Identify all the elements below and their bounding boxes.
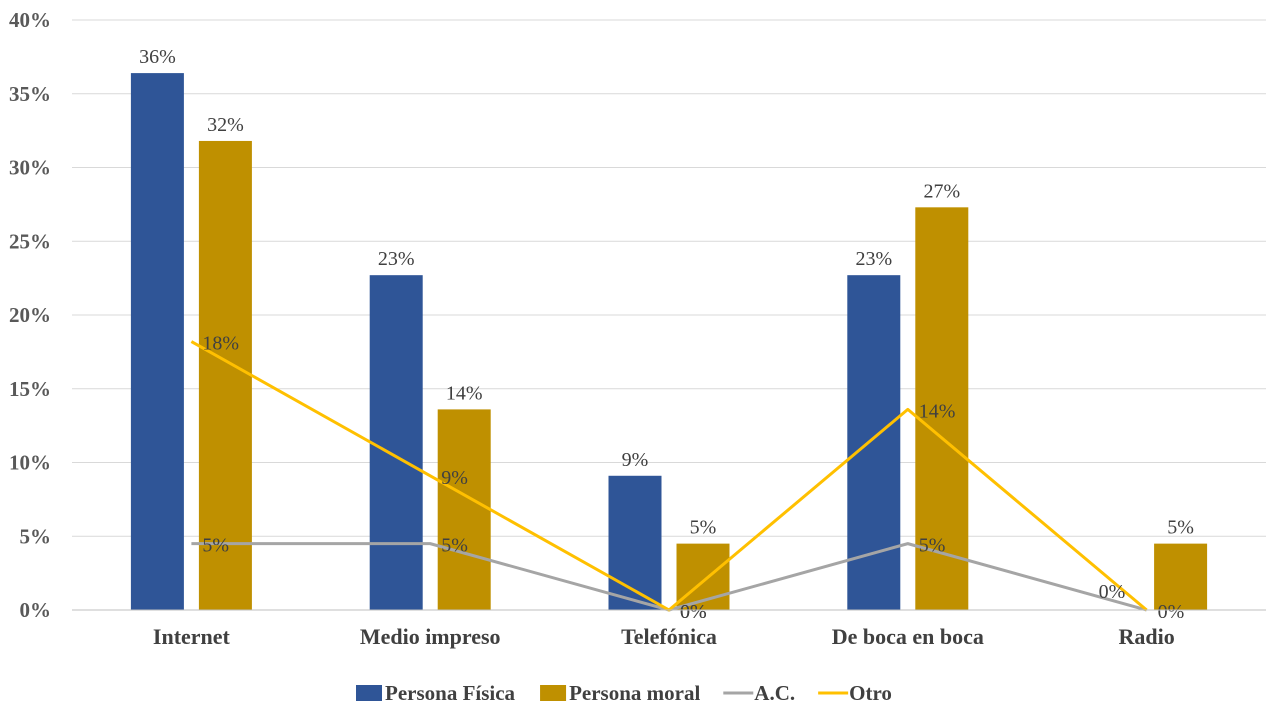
x-tick-label: Medio impreso — [360, 624, 501, 649]
bar — [437, 409, 491, 610]
x-tick-label: De boca en boca — [832, 624, 984, 649]
legend-label: Persona Física — [385, 681, 516, 705]
y-tick-label: 5% — [20, 524, 52, 548]
bar-data-label: 23% — [378, 248, 415, 270]
line-data-label: 5% — [441, 535, 468, 557]
bars — [130, 73, 1208, 611]
bar-data-label: 27% — [923, 180, 960, 202]
bar-data-label: 9% — [622, 449, 649, 471]
bar — [369, 275, 423, 610]
line-data-label: 18% — [202, 333, 239, 355]
y-tick-label: 10% — [9, 451, 51, 475]
line-data-label: 5% — [202, 535, 229, 557]
lines — [190, 340, 1148, 612]
y-tick-label: 15% — [9, 377, 51, 401]
legend-label: Otro — [849, 681, 892, 705]
bar-data-label: 5% — [1167, 517, 1194, 539]
bar — [198, 140, 252, 610]
line-data-label: 5% — [919, 535, 946, 557]
line-data-label: 9% — [441, 467, 468, 489]
y-axis: 0% 5% 10% 15% 20% 25% 30% 35% 40% — [9, 8, 51, 622]
line-data-label: 0% — [680, 601, 707, 623]
bar — [130, 73, 184, 611]
y-tick-label: 40% — [9, 8, 51, 32]
y-tick-label: 35% — [9, 82, 51, 106]
line-data-label: 14% — [919, 400, 956, 422]
x-axis: Internet Medio impreso Telefónica De boca e… — [72, 609, 1266, 649]
line-series-a-c- — [191, 542, 1148, 612]
line-data-label: 0% — [680, 601, 707, 623]
gridlines — [72, 19, 1266, 611]
bar — [1154, 543, 1208, 610]
legend-label: A.C. — [754, 681, 795, 705]
data-labels: 36% 23% 9% 23% 32% 14% 5% 27% 5% 5% 5% 0% 5% 0% 18% 9% 0… — [139, 46, 1194, 623]
bar-data-label: 32% — [207, 114, 244, 136]
y-tick-label: 0% — [20, 598, 52, 622]
bar-data-label: 23% — [855, 248, 892, 270]
bar — [676, 543, 730, 610]
legend-swatch — [356, 685, 382, 701]
y-tick-label: 30% — [9, 156, 51, 180]
y-tick-label: 25% — [9, 229, 51, 253]
line-data-label: 0% — [1099, 581, 1126, 603]
bar-data-label: 5% — [690, 517, 717, 539]
bar — [608, 475, 662, 610]
x-tick-label: Telefónica — [621, 624, 717, 649]
legend-label: Persona moral — [569, 681, 700, 705]
legend: Persona Física Persona moral A.C. Otro — [356, 681, 892, 705]
x-tick-label: Radio — [1118, 624, 1174, 649]
bar — [915, 207, 969, 610]
legend-swatch — [540, 685, 567, 701]
y-tick-label: 20% — [9, 303, 51, 327]
bar-data-label: 14% — [446, 382, 483, 404]
bar-data-label: 36% — [139, 46, 176, 68]
line-data-label: 0% — [1158, 601, 1185, 623]
x-tick-label: Internet — [153, 624, 231, 649]
